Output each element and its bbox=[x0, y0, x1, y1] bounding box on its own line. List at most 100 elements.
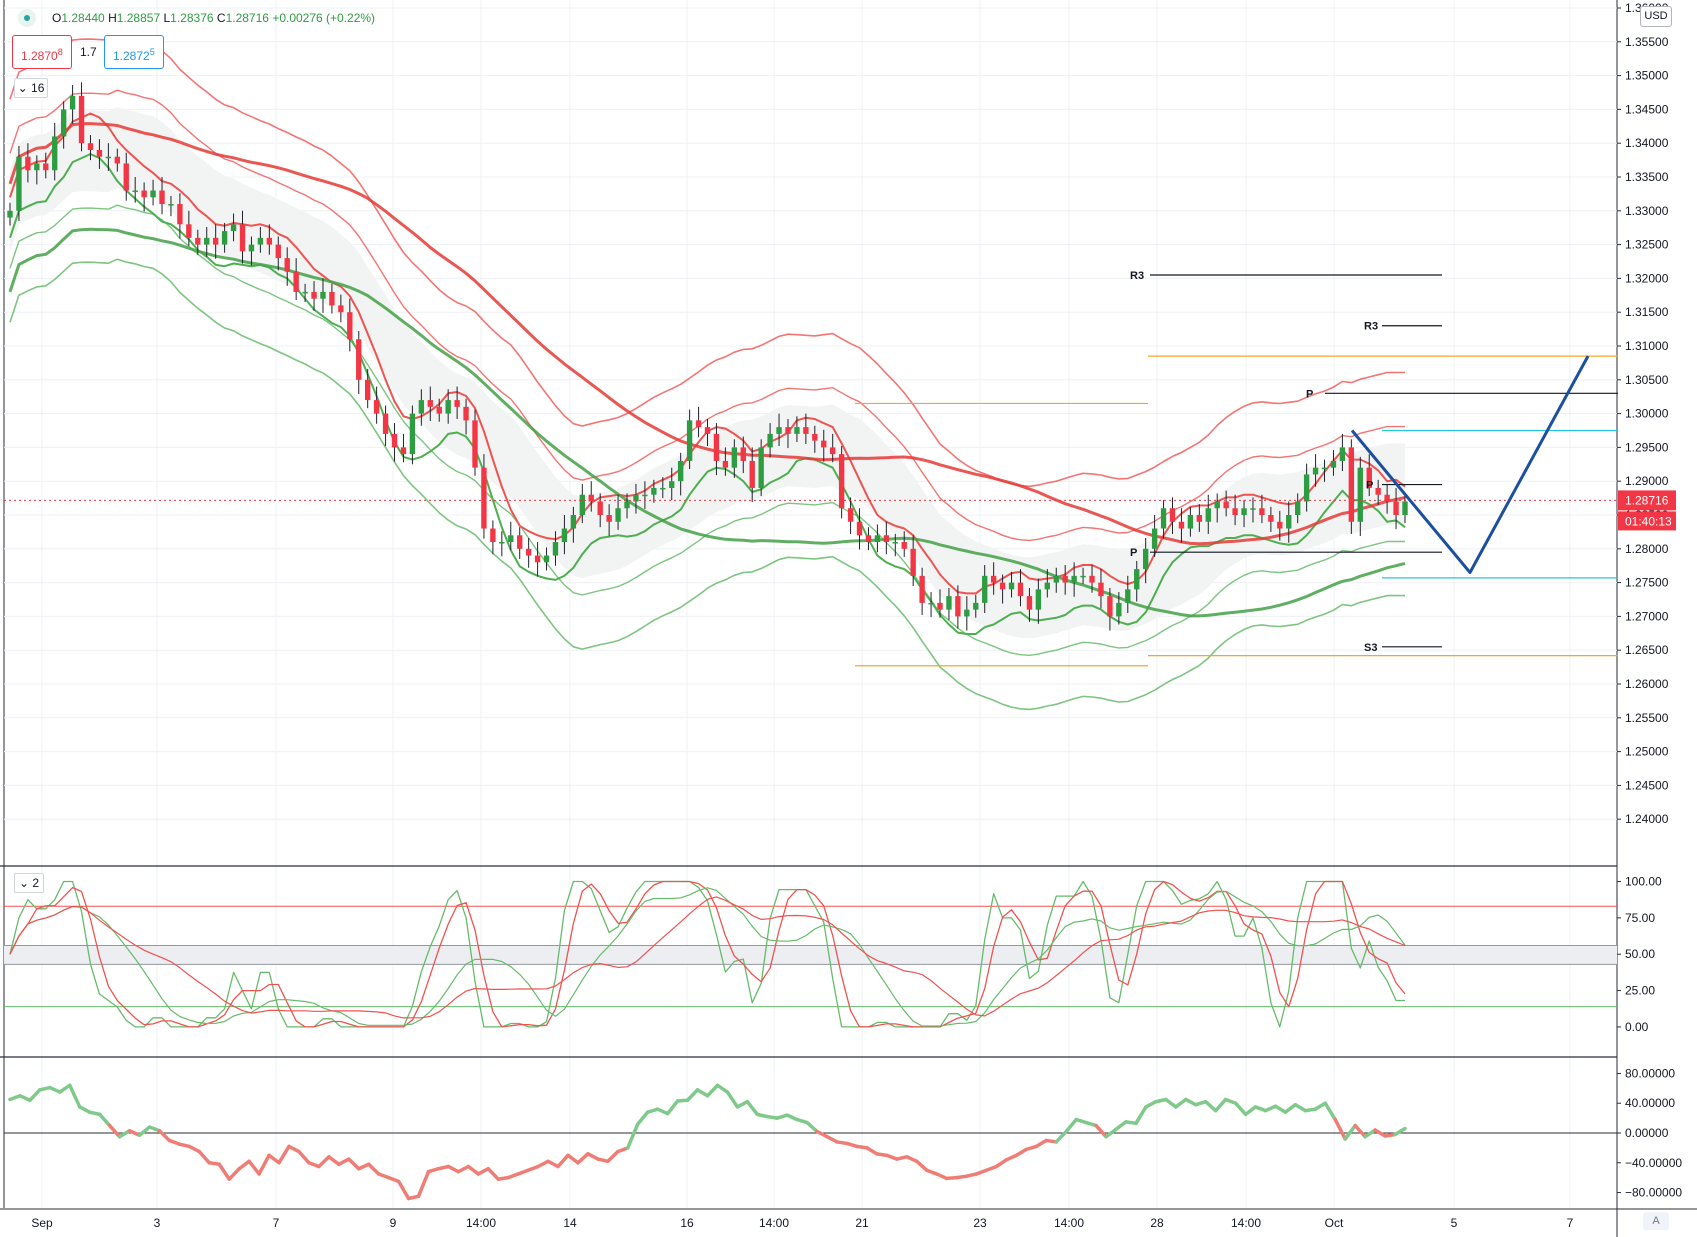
momentum-segment bbox=[28, 1088, 42, 1102]
symbol-logo-icon[interactable] bbox=[18, 9, 36, 27]
momentum-segment bbox=[8, 1094, 22, 1102]
candle-body bbox=[7, 210, 13, 218]
candle-body bbox=[865, 535, 872, 543]
candle-body bbox=[329, 291, 335, 306]
momentum-segment bbox=[695, 1088, 710, 1098]
pivot-label: P bbox=[1130, 547, 1137, 559]
candle bbox=[794, 416, 800, 442]
momentum-segment bbox=[1213, 1097, 1228, 1113]
candle-body bbox=[660, 487, 666, 490]
candle bbox=[338, 294, 344, 323]
y-tick-label: 1.26000 bbox=[1625, 677, 1669, 691]
y-tick-label: 1.25000 bbox=[1625, 745, 1669, 759]
y-tick-label: 1.24500 bbox=[1625, 778, 1669, 792]
candle-body bbox=[838, 454, 845, 509]
y-tick-label: 1.32500 bbox=[1625, 238, 1669, 252]
currency-button[interactable]: USD bbox=[1640, 6, 1672, 27]
candle-body bbox=[901, 542, 907, 549]
momentum-segment bbox=[586, 1152, 600, 1161]
ohlc-low-label: L bbox=[163, 11, 171, 25]
momentum-segment bbox=[1064, 1117, 1078, 1134]
candle-body bbox=[445, 400, 451, 414]
candle-body bbox=[525, 548, 532, 556]
pivot-label: P bbox=[1306, 388, 1313, 400]
momentum-segment bbox=[97, 1112, 112, 1128]
momentum-segment bbox=[1283, 1102, 1298, 1114]
ohlc-open: 1.28440 bbox=[61, 11, 105, 25]
x-tick-label: 9 bbox=[390, 1216, 397, 1230]
candle-body bbox=[704, 427, 711, 434]
candle bbox=[329, 283, 335, 314]
candle bbox=[132, 177, 138, 203]
candle-body bbox=[69, 95, 76, 110]
candle-body bbox=[87, 143, 94, 150]
candle bbox=[1402, 493, 1408, 524]
momentum-segment bbox=[257, 1153, 271, 1176]
momentum-segment bbox=[885, 1153, 899, 1161]
candle bbox=[320, 278, 326, 313]
candle-body bbox=[928, 602, 934, 605]
candle-body bbox=[543, 555, 550, 563]
momentum-segment bbox=[337, 1157, 351, 1167]
stoch-mid-band bbox=[4, 945, 1617, 965]
candle-body bbox=[1303, 474, 1310, 502]
candle bbox=[615, 494, 621, 530]
candle bbox=[561, 515, 568, 555]
candle bbox=[1393, 487, 1399, 530]
momentum-segment bbox=[187, 1144, 202, 1154]
x-tick-label: Sep bbox=[31, 1216, 53, 1230]
candle-body bbox=[1134, 569, 1140, 590]
candle bbox=[382, 405, 389, 447]
momentum-segment bbox=[58, 1083, 72, 1094]
candle bbox=[1151, 515, 1158, 557]
candle bbox=[1384, 483, 1390, 514]
ohlc-low: 1.28376 bbox=[170, 11, 214, 25]
candle bbox=[472, 409, 478, 476]
candle bbox=[1366, 454, 1372, 497]
momentum-segment bbox=[396, 1179, 411, 1201]
candle bbox=[87, 135, 94, 161]
candle bbox=[347, 298, 353, 352]
candle bbox=[177, 193, 183, 239]
candle bbox=[892, 533, 898, 557]
candle bbox=[1035, 578, 1042, 624]
candle-body bbox=[391, 433, 398, 448]
sell-button[interactable]: 1.28708 bbox=[12, 35, 72, 69]
stoch-y-tick-label: 0.00 bbox=[1625, 1020, 1649, 1034]
candle bbox=[60, 101, 67, 149]
candle-body bbox=[1008, 582, 1015, 590]
buy-button[interactable]: 1.28725 bbox=[104, 35, 164, 69]
candle bbox=[821, 429, 827, 462]
candle-body bbox=[1339, 447, 1346, 461]
candle bbox=[588, 481, 594, 512]
momentum-segment bbox=[1313, 1101, 1328, 1111]
candle bbox=[704, 419, 711, 447]
candle-body bbox=[722, 460, 729, 468]
candle bbox=[239, 210, 246, 264]
candle bbox=[221, 222, 228, 253]
candle bbox=[1250, 497, 1256, 523]
candle-body bbox=[320, 291, 326, 299]
candle-body bbox=[212, 237, 219, 245]
momentum-segment bbox=[1034, 1138, 1049, 1149]
candle bbox=[767, 423, 773, 458]
candle bbox=[785, 419, 791, 449]
candle bbox=[874, 524, 881, 553]
momentum-segment bbox=[655, 1107, 670, 1116]
upper-band-outer bbox=[9, 35, 1405, 488]
momentum-segment bbox=[1343, 1123, 1357, 1141]
momentum-segment bbox=[1273, 1104, 1288, 1114]
candle-body bbox=[481, 467, 487, 529]
candle bbox=[1375, 479, 1381, 505]
candle-body bbox=[1259, 508, 1265, 515]
auto-scale-button[interactable]: A bbox=[1643, 1212, 1669, 1230]
candle bbox=[356, 331, 362, 394]
stochastic-toggle-button[interactable]: ⌄ 2 bbox=[14, 873, 44, 893]
indicators-toggle-button[interactable]: ⌄ 16 bbox=[14, 78, 48, 98]
candle-body bbox=[588, 494, 594, 502]
stoch-y-tick-label: 75.00 bbox=[1625, 911, 1655, 925]
candle-body bbox=[508, 535, 514, 543]
x-tick-label: 28 bbox=[1150, 1216, 1164, 1230]
momentum-segment bbox=[994, 1158, 1009, 1169]
